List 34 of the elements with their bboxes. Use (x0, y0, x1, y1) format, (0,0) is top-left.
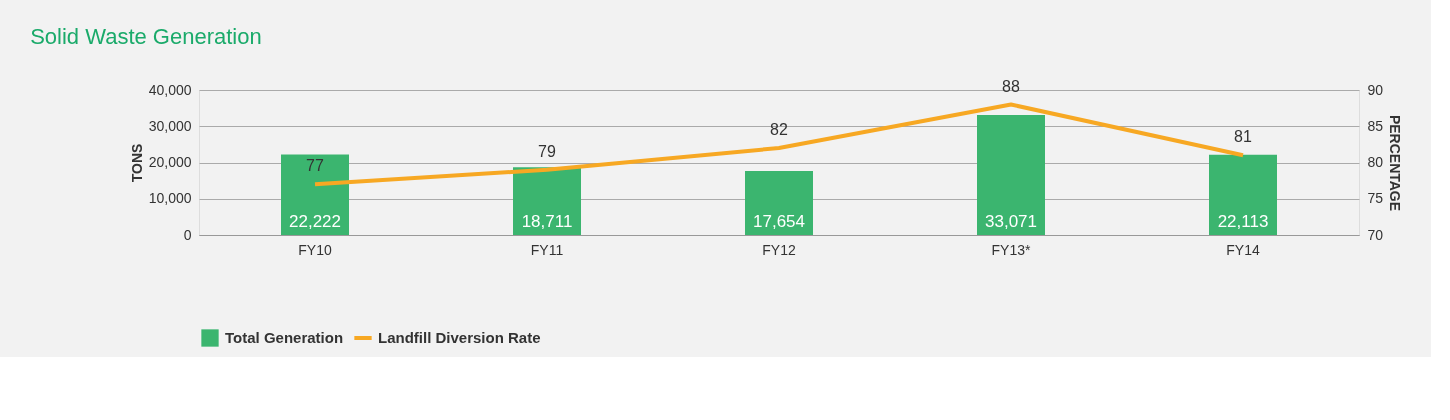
data-label: 17,654 (753, 212, 805, 231)
data-label: 82 (770, 121, 788, 138)
data-label: 18,711 (521, 212, 573, 231)
y-tick-label: 30,000 (148, 117, 192, 134)
legend-label: Total Generation (225, 329, 344, 346)
data-label: 77 (306, 157, 324, 175)
data-label: 22,222 (289, 212, 341, 231)
data-label: 33,071 (985, 212, 1037, 231)
chart-title: Solid Waste Generation (30, 23, 262, 49)
x-tick-label: FY11 (530, 241, 564, 258)
x-tick-label: FY14 (1226, 241, 1260, 258)
legend-label: Landfill Diversion Rate (378, 329, 541, 346)
y-tick-label: 0 (183, 226, 192, 243)
bar (1209, 154, 1277, 235)
x-tick-label: FY13* (991, 241, 1031, 258)
y-tick-label: 10,000 (148, 190, 192, 207)
x-tick-label: FY12 (762, 241, 796, 258)
x-tick-label: FY10 (298, 241, 332, 258)
y2-tick-label: 85 (1367, 117, 1384, 134)
bar (745, 171, 813, 235)
bar (977, 115, 1045, 235)
y2-tick-label: 70 (1367, 226, 1384, 243)
y2-axis-title: PERCENTAGE (1387, 114, 1404, 212)
data-label: 88 (1002, 77, 1020, 95)
y2-tick-label: 80 (1367, 154, 1384, 170)
y-axis-title: TONS (128, 143, 145, 183)
data-label: 22,113 (1217, 212, 1269, 231)
data-label: 81 (1234, 128, 1252, 146)
y-tick-label: 40,000 (148, 81, 192, 98)
y-tick-label: 20,000 (148, 154, 192, 170)
data-label: 79 (538, 142, 556, 160)
bar (281, 154, 349, 235)
y2-tick-label: 90 (1367, 81, 1384, 98)
y2-tick-label: 75 (1367, 190, 1384, 207)
